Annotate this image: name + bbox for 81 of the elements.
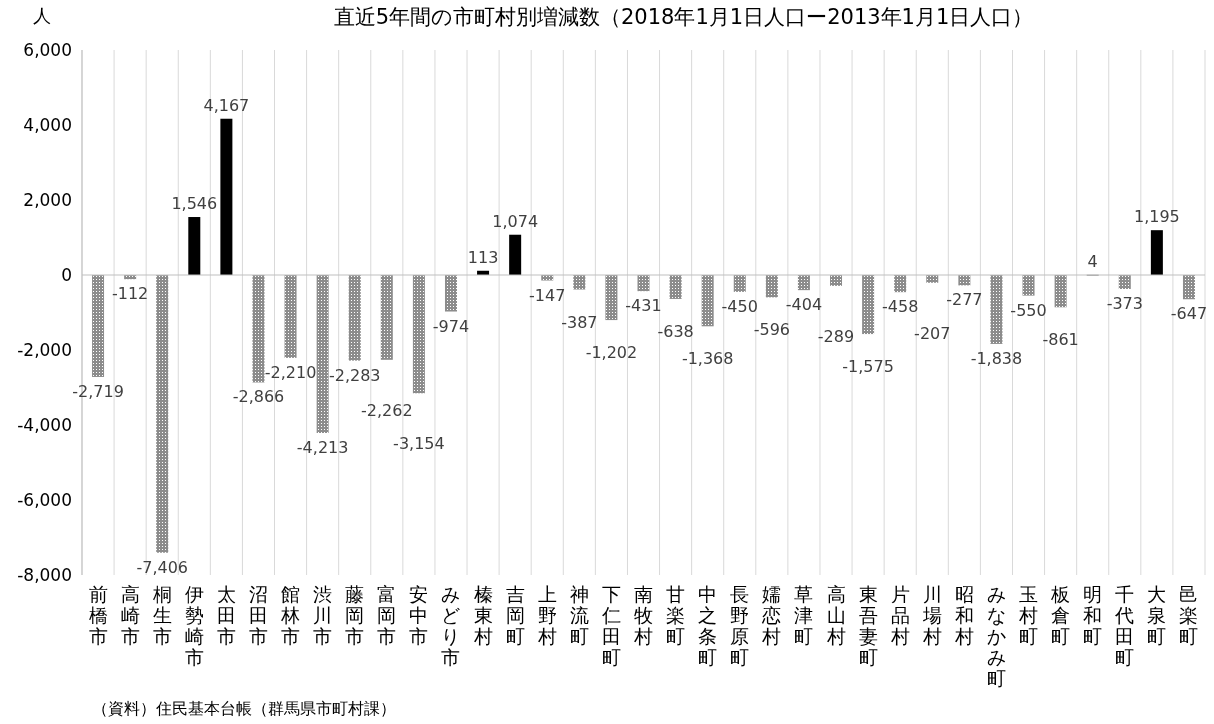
x-tick-label: 嬬恋村 <box>761 583 782 647</box>
x-tick-label: 高崎市 <box>120 583 140 647</box>
chart-title: 直近5年間の市町村別増減数（2018年1月1日人口ー2013年1月1日人口） <box>333 5 1034 29</box>
data-label: -596 <box>753 320 790 340</box>
y-tick-label: -8,000 <box>17 565 72 585</box>
data-label: 1,074 <box>492 211 539 231</box>
x-tick-label: 中之条町 <box>698 583 718 668</box>
x-tick-label: 伊勢崎市 <box>184 583 204 668</box>
x-tick-label: 大泉町 <box>1147 583 1167 647</box>
x-tick-label: 藤岡市 <box>345 583 365 647</box>
data-label: -1,368 <box>681 349 734 369</box>
data-label: -2,866 <box>232 387 285 407</box>
x-tick-label: 沼田市 <box>248 583 268 647</box>
x-tick-label: 長野原町 <box>730 583 750 668</box>
y-tick-label: 0 <box>61 265 72 285</box>
x-tick-label: 館林市 <box>280 583 301 647</box>
x-tick-label: 東吾妻町 <box>858 583 878 668</box>
y-axis-title: 人 <box>33 5 51 26</box>
y-tick-label: 6,000 <box>23 40 72 60</box>
data-label: -1,575 <box>842 357 894 377</box>
data-label: -3,154 <box>393 434 445 454</box>
x-tick-label: 南牧村 <box>633 583 653 647</box>
data-label: -1,202 <box>585 343 638 363</box>
text: （資料）住民基本台帳（群馬県市町村課） <box>92 699 396 718</box>
x-tick-label: 邑楽町 <box>1179 583 1199 647</box>
data-label: -277 <box>946 290 983 310</box>
x-tick-label: 下仁田町 <box>600 583 621 668</box>
data-label: -147 <box>529 285 566 305</box>
x-tick-label: 神流町 <box>569 583 589 647</box>
x-tick-label: 渋川市 <box>313 583 333 647</box>
x-tick-label: 前橋市 <box>88 583 108 647</box>
x-tick-label: 昭和村 <box>953 583 974 647</box>
data-label: 4 <box>1087 251 1098 271</box>
x-tick-label: 川場村 <box>921 583 942 647</box>
data-label: -458 <box>882 297 919 317</box>
data-label: -550 <box>1010 300 1047 320</box>
data-label: -2,210 <box>264 362 317 382</box>
x-tick-label: 玉村町 <box>1018 583 1039 647</box>
x-tick-label: 明和町 <box>1083 583 1103 647</box>
data-label: -2,719 <box>72 381 124 401</box>
x-tick-label: 草津町 <box>794 583 814 647</box>
x-tick-label: 桐生市 <box>151 583 172 647</box>
data-label: 1,546 <box>171 194 218 214</box>
data-label: -431 <box>625 296 662 316</box>
y-tick-label: 2,000 <box>23 190 72 210</box>
x-tick-label: みなかみ町 <box>986 583 1006 689</box>
x-tick-label: 榛東村 <box>472 583 493 647</box>
x-tick-label: 片品村 <box>889 583 910 647</box>
data-label: -974 <box>432 316 470 336</box>
data-label: -289 <box>817 326 855 346</box>
y-tick-label: -6,000 <box>17 490 72 510</box>
y-tick-label: -4,000 <box>17 415 72 435</box>
x-tick-label: 安中市 <box>409 583 429 647</box>
data-label: -647 <box>1170 304 1208 324</box>
data-label: -638 <box>657 321 694 341</box>
data-label: -861 <box>1042 330 1079 350</box>
data-label: 1,195 <box>1133 207 1180 227</box>
data-label: -4,213 <box>296 437 349 457</box>
x-tick-label: 富岡市 <box>377 583 397 647</box>
x-tick-label: 上野村 <box>536 583 557 647</box>
data-label: -207 <box>914 323 951 343</box>
x-tick-label: みどり市 <box>441 583 461 668</box>
data-label: 113 <box>467 247 499 267</box>
y-tick-label: -2,000 <box>17 340 72 360</box>
data-label: -7,406 <box>136 557 188 577</box>
x-tick-label: 吉岡町 <box>505 583 525 647</box>
data-label: -404 <box>785 295 823 315</box>
data-label: 4,167 <box>203 95 250 115</box>
data-label: -112 <box>111 284 149 304</box>
x-tick-label: 甘楽町 <box>666 583 686 647</box>
data-label: -2,262 <box>361 400 413 420</box>
data-label: -1,838 <box>970 348 1023 368</box>
data-label: -373 <box>1106 293 1143 313</box>
data-label: -450 <box>721 296 758 316</box>
data-label: -387 <box>561 312 598 332</box>
data-label: -2,283 <box>328 365 381 385</box>
y-tick-label: 4,000 <box>23 115 72 135</box>
x-tick-label: 千代田町 <box>1114 583 1135 668</box>
x-tick-label: 高山村 <box>825 583 846 647</box>
x-tick-label: 板倉町 <box>1050 583 1071 647</box>
x-tick-label: 太田市 <box>216 583 236 647</box>
